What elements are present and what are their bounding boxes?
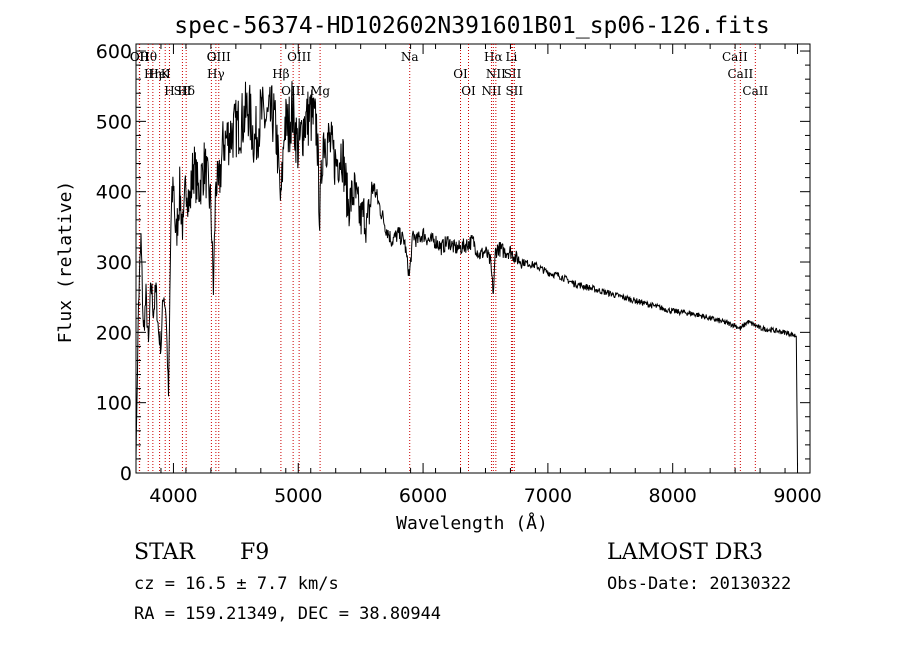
spectral-line-label: Hδ [177, 84, 195, 98]
x-axis-label: Wavelength (Å) [396, 512, 548, 534]
spectral-line-label: H [164, 84, 174, 98]
spectral-line-label: CaII [722, 50, 748, 64]
spectral-line-label: SII [504, 67, 522, 81]
object-class: STAR [134, 540, 195, 565]
x-tick-label: 4000 [149, 485, 197, 507]
spectral-line-label: Hγ [207, 67, 225, 81]
y-tick-label: 300 [96, 252, 132, 274]
y-tick-label: 0 [120, 463, 132, 485]
object-subclass: F9 [240, 540, 270, 565]
spectral-line-label: Na [401, 50, 419, 64]
spectral-line-label: OIII [207, 50, 231, 64]
spectrum-line [135, 81, 798, 467]
x-tick-label: 7000 [524, 485, 572, 507]
spectral-line-label: SII [174, 84, 192, 98]
x-tick-label: 9000 [773, 485, 821, 507]
spectral-line-label: CaII [742, 84, 768, 98]
y-tick-label: 200 [96, 322, 132, 344]
x-tick-label: 5000 [274, 485, 322, 507]
chart-title: spec-56374-HD102602N391601B01_sp06-126.f… [174, 13, 769, 39]
spectral-line-markers: HθKHδOIIIHγOIIIOIIIHβMgNaOIOIHαSIINIILiN… [130, 44, 768, 473]
plot-frame [135, 43, 811, 474]
y-tick-label: 500 [96, 111, 132, 133]
x-tick-label: 6000 [399, 485, 447, 507]
survey-name: LAMOST DR3 [607, 540, 763, 565]
spectral-line-label: HeI [148, 67, 171, 81]
observation-date: Obs-Date: 20130322 [607, 574, 792, 594]
spectral-line-label: OI [461, 84, 476, 98]
spectral-line-label: Li [506, 50, 518, 64]
spectral-line-label: CaII [727, 67, 753, 81]
spectral-line-label: Hβ [272, 67, 289, 81]
x-tick-label: 8000 [649, 485, 697, 507]
spectral-line-label: OII [130, 50, 150, 64]
spectral-line-label: OIII [287, 50, 311, 64]
spectral-line-label: Hη [144, 67, 162, 81]
spectral-line-label: NII [486, 67, 506, 81]
spectral-line-label: Hα [484, 50, 503, 64]
spectral-line-label: NII [481, 84, 501, 98]
axis-ticks: 4000 5000 6000 7000 8000 9000 0 100 200 300 400 500… [96, 41, 822, 507]
y-tick-label: 100 [96, 393, 132, 415]
spectral-line-label: OI [453, 67, 468, 81]
y-tick-label: 400 [96, 182, 132, 204]
spectral-line-label: SII [505, 84, 523, 98]
y-axis-label: Flux (relative) [55, 181, 76, 344]
y-tick-label: 600 [96, 41, 132, 63]
redshift-readout: cz = 16.5 ± 7.7 km/s [134, 574, 339, 594]
spectral-line-label: Mg [310, 84, 330, 98]
spectral-line-label: K [161, 67, 171, 81]
spectral-line-label: G [207, 50, 217, 64]
coordinates-readout: RA = 159.21349, DEC = 38.80944 [134, 604, 442, 624]
